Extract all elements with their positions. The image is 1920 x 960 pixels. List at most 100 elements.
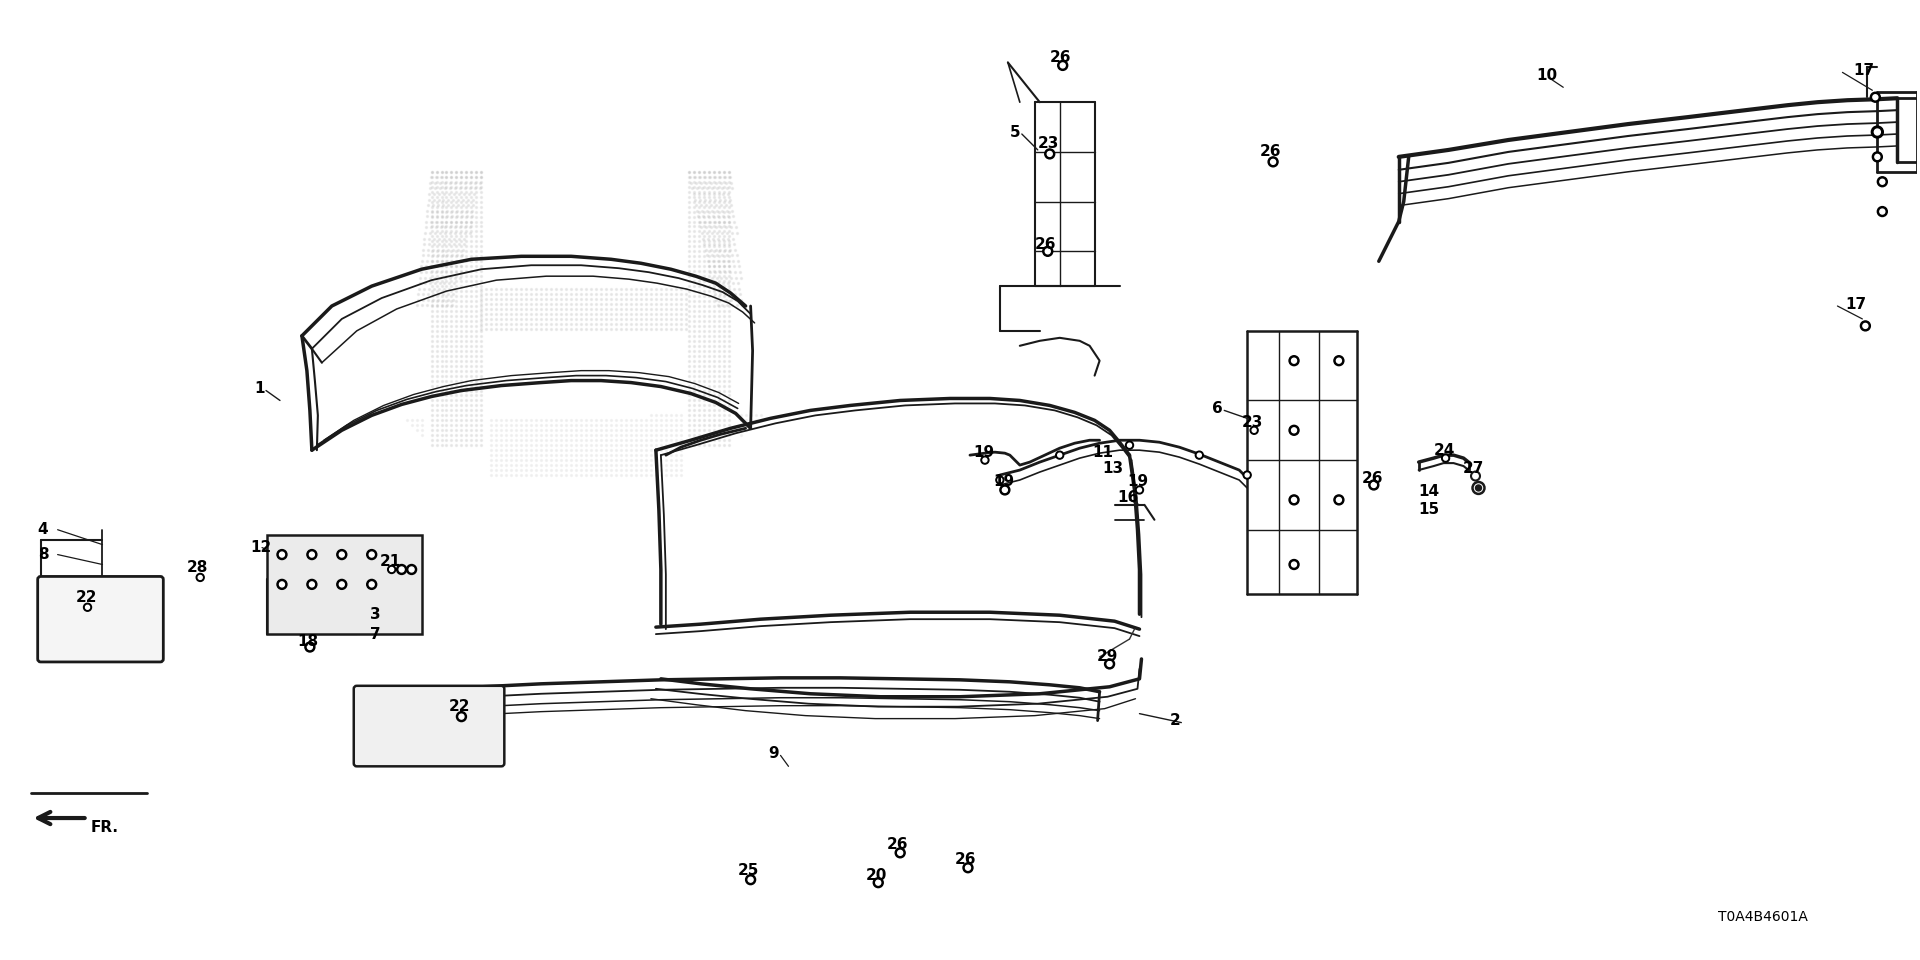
Point (451, 269, 482, 284)
Point (697, 226, 728, 241)
Point (442, 179, 472, 194)
Point (420, 413, 451, 428)
Point (545, 418, 576, 433)
Point (482, 311, 513, 326)
Point (420, 220, 451, 235)
Point (440, 264, 470, 279)
Point (636, 468, 666, 483)
Point (714, 259, 745, 275)
Circle shape (996, 476, 1004, 484)
Point (714, 393, 745, 408)
Point (426, 204, 457, 219)
Point (684, 283, 714, 299)
Point (445, 194, 476, 209)
Point (605, 413, 636, 428)
Point (457, 199, 488, 214)
Point (432, 303, 463, 319)
Point (426, 264, 457, 279)
Point (445, 378, 476, 394)
Point (730, 408, 760, 423)
Point (501, 292, 532, 307)
Point (708, 249, 739, 264)
Point (678, 249, 708, 264)
Text: 20: 20 (866, 868, 887, 883)
Point (461, 224, 492, 239)
Point (451, 433, 482, 448)
Point (440, 180, 470, 196)
Point (476, 322, 507, 337)
Point (426, 214, 457, 229)
Point (674, 209, 705, 225)
Point (424, 276, 455, 291)
Point (424, 231, 455, 247)
Point (526, 292, 557, 307)
Point (687, 231, 718, 247)
Point (720, 220, 751, 235)
Point (714, 368, 745, 383)
Point (678, 413, 708, 428)
Point (566, 301, 597, 317)
Point (605, 418, 636, 433)
Point (708, 214, 739, 229)
Point (708, 209, 739, 225)
Point (684, 244, 714, 259)
Point (645, 306, 676, 322)
Point (451, 204, 482, 219)
Point (605, 297, 636, 312)
Point (449, 180, 480, 196)
Point (420, 269, 451, 284)
Point (457, 184, 488, 200)
Point (426, 393, 457, 408)
Point (576, 281, 607, 297)
Point (505, 443, 536, 458)
Point (461, 170, 492, 185)
Point (417, 258, 447, 274)
Point (689, 209, 720, 225)
Point (701, 220, 732, 235)
Point (419, 281, 449, 297)
Point (714, 348, 745, 364)
Point (689, 328, 720, 344)
Point (420, 418, 451, 433)
Point (693, 388, 724, 403)
Point (541, 447, 572, 463)
Text: 17: 17 (1845, 297, 1866, 312)
Point (716, 204, 747, 219)
Point (476, 286, 507, 301)
Point (432, 308, 463, 324)
Point (457, 299, 488, 314)
Point (566, 463, 597, 478)
Point (520, 311, 551, 326)
Point (620, 438, 651, 453)
Point (576, 286, 607, 301)
Point (420, 174, 451, 189)
Point (457, 408, 488, 423)
Point (407, 422, 438, 438)
Point (505, 468, 536, 483)
Point (442, 422, 472, 438)
Point (561, 301, 591, 317)
Point (457, 228, 488, 244)
Point (651, 301, 682, 317)
Point (422, 253, 453, 269)
Point (620, 281, 651, 297)
Point (482, 281, 513, 297)
Point (420, 288, 451, 303)
Point (616, 438, 647, 453)
Point (678, 184, 708, 200)
Point (693, 413, 724, 428)
Point (699, 303, 730, 319)
Point (620, 311, 651, 326)
Point (467, 368, 497, 383)
Point (476, 447, 507, 463)
Circle shape (340, 552, 344, 557)
Point (674, 308, 705, 324)
Point (457, 363, 488, 378)
Point (411, 253, 442, 269)
Point (689, 303, 720, 319)
Point (461, 393, 492, 408)
Point (413, 292, 444, 307)
Point (426, 388, 457, 403)
Point (684, 179, 714, 194)
Point (461, 176, 492, 191)
